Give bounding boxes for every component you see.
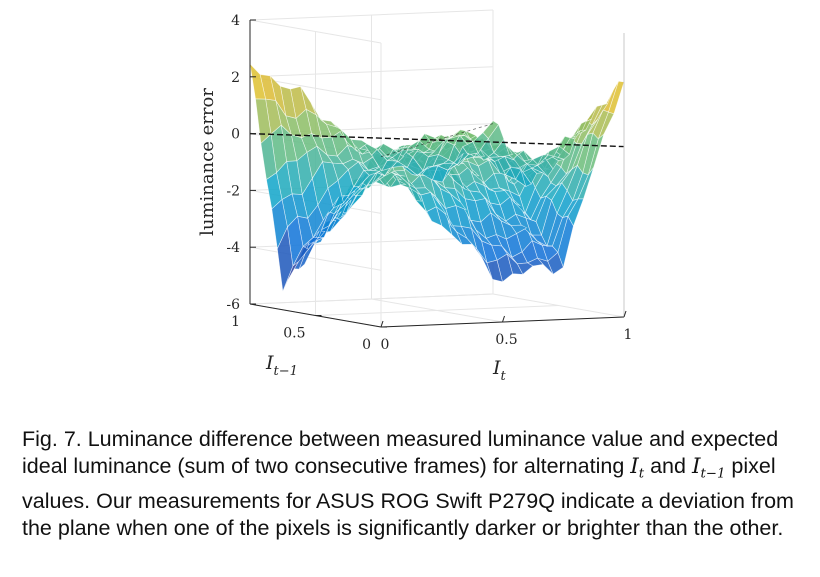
surface-plot-figure: 4 2 0 -2 -4 -6 0 0.5 1 0 0.5 1 luminance error It It−1 bbox=[197, 9, 633, 384]
y-axis-label: It−1 bbox=[265, 352, 298, 379]
x-tick-mark bbox=[380, 320, 384, 328]
grid-line bbox=[249, 293, 494, 305]
x-tick-label: 0.5 bbox=[495, 332, 517, 348]
x-tick-mark bbox=[502, 315, 505, 323]
x-tick-mark bbox=[623, 310, 627, 318]
y-tick-label: 0 bbox=[362, 337, 371, 353]
x-tick-label: 1 bbox=[624, 327, 633, 343]
grid-line bbox=[315, 305, 559, 316]
figure-caption: Fig. 7. Luminance difference between mea… bbox=[22, 426, 807, 542]
y-tick-label: 0.5 bbox=[283, 326, 305, 342]
z-tick-label: 2 bbox=[231, 70, 240, 86]
z-tick-label: 0 bbox=[231, 127, 240, 143]
surface-plot: 4 2 0 -2 -4 -6 0 0.5 1 0 0.5 1 luminance error It It−1 bbox=[197, 9, 633, 384]
reference-plane-line bbox=[249, 132, 625, 148]
z-tick-label: -6 bbox=[226, 297, 240, 313]
z-axis-label: luminance error bbox=[197, 88, 218, 236]
caption-text-1: Luminance difference between measured lu… bbox=[22, 427, 779, 478]
caption-fig-label: Fig. 7. bbox=[22, 427, 82, 451]
caption-text-2: and bbox=[644, 454, 692, 478]
z-tick-label: 4 bbox=[231, 13, 240, 29]
caption-text-3: pixel values. Our measurements for ASUS … bbox=[22, 454, 794, 540]
surface-patch bbox=[249, 63, 266, 100]
y-tick-label: 1 bbox=[231, 314, 240, 330]
caption-var-it: It bbox=[630, 454, 645, 482]
x-tick-label: 0 bbox=[381, 337, 390, 353]
reference-plane-line bbox=[380, 123, 494, 157]
x-axis-label: It bbox=[492, 357, 507, 384]
z-tick-label: -2 bbox=[226, 183, 240, 199]
caption-var-it-1: It−1 bbox=[691, 454, 726, 482]
z-tick-label: -4 bbox=[226, 240, 240, 256]
